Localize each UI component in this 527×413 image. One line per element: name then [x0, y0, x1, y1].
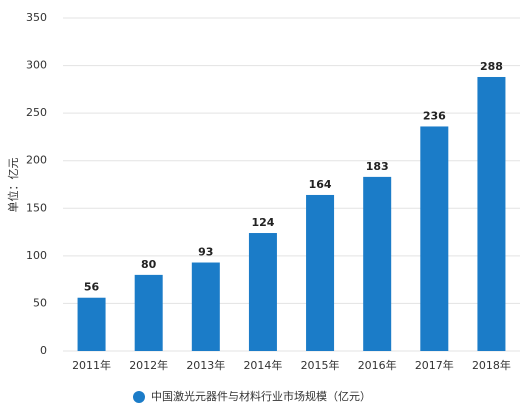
bar — [420, 126, 449, 351]
y-tick-label: 0 — [40, 344, 47, 357]
value-label: 80 — [141, 258, 157, 271]
bar — [363, 176, 392, 351]
x-tick-label: 2016年 — [358, 358, 397, 372]
x-tick-label: 2013年 — [186, 358, 225, 372]
y-tick-label: 150 — [26, 201, 47, 214]
y-tick-label: 350 — [26, 11, 47, 24]
bar — [477, 76, 506, 351]
value-label: 183 — [366, 160, 389, 173]
value-label: 56 — [84, 281, 100, 294]
y-tick-label: 300 — [26, 59, 47, 72]
value-label: 236 — [423, 109, 446, 122]
y-tick-label: 50 — [33, 296, 47, 309]
legend-marker — [133, 391, 145, 403]
bar — [191, 262, 220, 351]
value-label: 288 — [480, 60, 503, 73]
x-tick-label: 2015年 — [301, 358, 340, 372]
x-tick-label: 2017年 — [415, 358, 454, 372]
x-tick-label: 2014年 — [243, 358, 282, 372]
x-tick-label: 2011年 — [72, 358, 111, 372]
value-label: 124 — [251, 216, 274, 229]
value-label: 164 — [309, 178, 332, 191]
bar — [306, 194, 335, 351]
value-label: 93 — [198, 246, 213, 259]
x-tick-label: 2018年 — [472, 358, 511, 372]
legend-label: 中国激光元器件与材料行业市场规模（亿元） — [151, 389, 371, 403]
bar — [134, 274, 163, 351]
y-tick-label: 100 — [26, 249, 47, 262]
y-axis-title: 单位：亿元 — [6, 158, 20, 213]
bar — [248, 233, 277, 351]
y-tick-label: 200 — [26, 154, 47, 167]
y-tick-label: 250 — [26, 106, 47, 119]
bar — [77, 297, 106, 351]
x-tick-label: 2012年 — [129, 358, 168, 372]
